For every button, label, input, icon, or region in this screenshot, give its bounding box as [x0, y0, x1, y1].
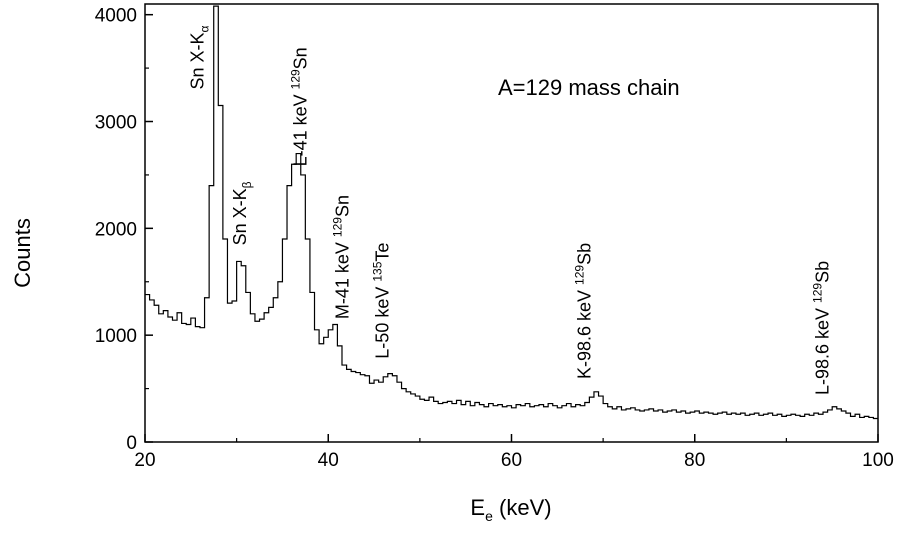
- x-tick-label-3: 80: [684, 450, 705, 471]
- peak-label-3: M-41 keV 129Sn: [330, 195, 352, 319]
- x-axis-title-unit: (keV): [493, 495, 552, 520]
- plot-frame: [144, 3, 879, 443]
- y-tick-label-0: 0: [126, 433, 137, 454]
- peak-label-5: K-98.6 keV 129Sb: [572, 243, 594, 379]
- y-tick-label-1: 1000: [95, 326, 137, 347]
- x-tick-label-2: 60: [501, 450, 522, 471]
- spectrum-histogram: [145, 5, 878, 420]
- peak-label-2: L-41 keV 129Sn: [288, 47, 310, 166]
- peak-label-1: Sn X-Kβ: [230, 181, 254, 245]
- x-axis-title-sub: e: [485, 508, 493, 524]
- y-tick-label-4: 4000: [95, 6, 137, 27]
- peak-label-4: L-50 keV 135Te: [371, 243, 393, 359]
- peak-label-6: L-98.6 keV 129Sb: [811, 261, 833, 395]
- x-tick-label-0: 20: [134, 450, 155, 471]
- peak-annotations: Sn X-Kα Sn X-Kβ L-41 keV 129Sn M-41 keV 129…: [188, 25, 833, 395]
- y-tick-label-3: 3000: [95, 113, 137, 134]
- y-axis-title: Counts: [10, 218, 35, 288]
- x-axis-title-main: E: [470, 495, 485, 520]
- y-tick-label-2: 2000: [95, 219, 137, 240]
- x-tick-label-4: 100: [862, 450, 894, 471]
- x-axis-title: Ee (keV): [470, 495, 551, 524]
- chart-title: A=129 mass chain: [498, 75, 680, 100]
- x-tick-label-1: 40: [318, 450, 339, 471]
- peak-label-0: Sn X-Kα: [188, 25, 212, 89]
